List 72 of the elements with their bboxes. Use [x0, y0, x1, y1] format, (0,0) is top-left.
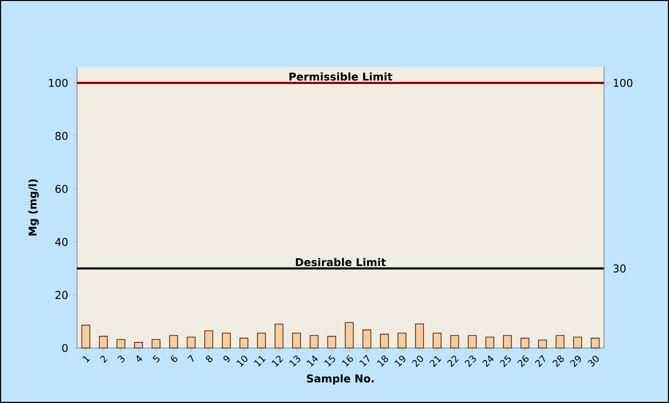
- y-axis-title: Mg (mg/l): [28, 179, 39, 236]
- ref-line-label: Desirable Limit: [296, 258, 386, 266]
- x-tick-label: 8: [206, 356, 212, 362]
- bar: [152, 339, 160, 348]
- x-tick-label: 1: [82, 356, 90, 362]
- x-tick-label: 16: [342, 355, 353, 367]
- x-tick-label: 18: [377, 356, 388, 367]
- bar: [538, 340, 547, 348]
- x-tick-label: 14: [306, 355, 318, 367]
- y2-tick-label: 100: [614, 78, 632, 87]
- x-tick-label: 15: [324, 355, 336, 367]
- bar: [98, 336, 108, 348]
- bar: [327, 336, 336, 348]
- bar: [450, 335, 460, 348]
- x-axis-title: Sample No.: [307, 374, 374, 385]
- x-tick-label: 12: [272, 356, 284, 367]
- x-tick-label: 3: [118, 356, 124, 363]
- x-tick-label: 2: [100, 356, 108, 363]
- bar: [257, 332, 266, 348]
- bar: [573, 336, 582, 348]
- bar: [432, 332, 442, 348]
- x-tick-label: 23: [464, 356, 476, 368]
- y-tick-label: 80: [55, 132, 68, 140]
- x-tick-label: 21: [430, 356, 442, 368]
- bar: [274, 324, 284, 348]
- y-tick-label: 0: [62, 344, 68, 352]
- bar: [222, 332, 231, 348]
- bar: [239, 338, 248, 348]
- bar: [468, 335, 477, 348]
- bar: [134, 342, 143, 348]
- x-tick-label: 24: [482, 355, 494, 368]
- bar: [502, 335, 512, 348]
- x-tick-label: 13: [289, 356, 300, 367]
- x-tick-label: 29: [570, 356, 581, 368]
- x-tick-label: 25: [500, 355, 511, 368]
- bar: [380, 334, 389, 348]
- y-tick-label: 20: [55, 290, 68, 299]
- bar: [204, 330, 214, 348]
- x-tick-label: 5: [152, 355, 160, 363]
- x-tick-label: 10: [236, 356, 248, 367]
- x-tick-label: 30: [588, 356, 599, 367]
- x-tick-label: 9: [223, 356, 230, 363]
- bar: [556, 335, 564, 348]
- x-tick-label: 7: [188, 354, 194, 362]
- y-tick-label: 60: [55, 184, 68, 193]
- bar: [81, 324, 90, 348]
- y2-tick-label: 30: [614, 264, 626, 272]
- x-tick-label: 19: [394, 356, 406, 367]
- x-tick-label: 11: [254, 356, 266, 367]
- x-tick-label: 27: [534, 354, 546, 368]
- x-tick-label: 4: [136, 355, 142, 362]
- x-tick-label: 22: [447, 356, 459, 368]
- bar: [310, 335, 319, 348]
- bar: [344, 322, 354, 348]
- bar: [116, 339, 126, 348]
- x-tick-label: 26: [517, 355, 529, 368]
- y-tick-label: 40: [55, 238, 68, 246]
- bar: [362, 330, 372, 348]
- bar: [590, 338, 600, 348]
- bar: [186, 336, 196, 348]
- ref-line-label: Permissible Limit: [289, 72, 392, 81]
- bar: [398, 332, 406, 348]
- bar: [169, 335, 178, 348]
- bar: [485, 336, 494, 348]
- bar: [415, 323, 424, 348]
- x-tick-label: 20: [412, 356, 424, 368]
- y-tick-label: 100: [49, 78, 68, 87]
- x-tick-label: 17: [359, 354, 370, 367]
- x-tick-label: 6: [171, 355, 178, 362]
- bar: [292, 332, 301, 348]
- x-tick-label: 28: [552, 356, 564, 368]
- bar: [520, 338, 530, 348]
